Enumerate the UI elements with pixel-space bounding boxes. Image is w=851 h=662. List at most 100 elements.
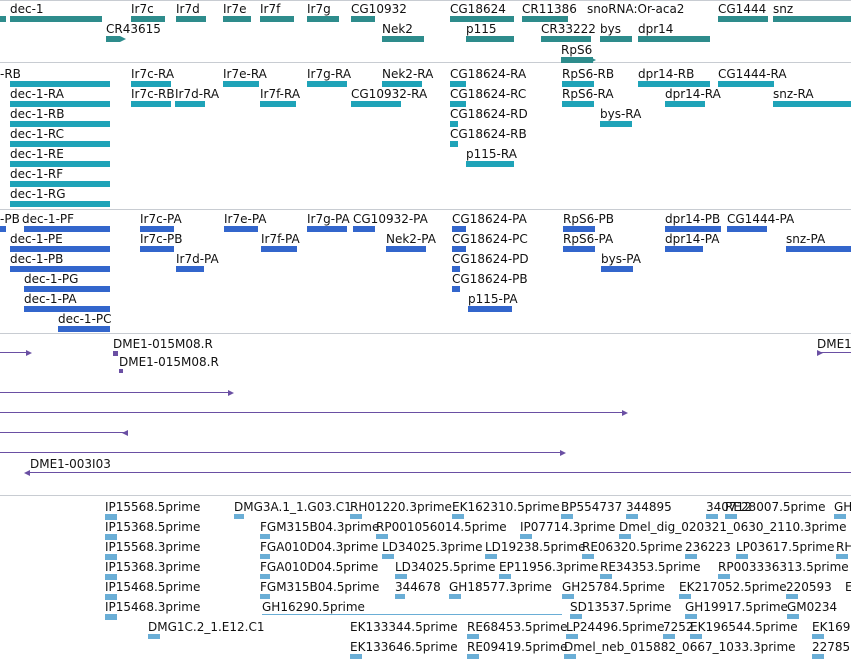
protein-feature-label-dec-1-pb[interactable]: dec-1-PB [10, 252, 64, 266]
gene-feature-glyph[interactable] [260, 16, 294, 22]
est-feature-label-rp003336313-5prime[interactable]: RP003336313.5prime [718, 560, 849, 574]
gene-feature-glyph[interactable] [351, 16, 375, 22]
protein-feature-label-snz-pa[interactable]: snz-PA [786, 232, 826, 246]
rna-feature-glyph[interactable] [450, 121, 458, 127]
protein-feature-label-ir7f-pa[interactable]: Ir7f-PA [261, 232, 300, 246]
rna-feature-label-cg18624-rd[interactable]: CG18624-RD [450, 107, 528, 121]
protein-feature-glyph[interactable] [24, 286, 110, 292]
rna-feature-glyph[interactable] [175, 101, 205, 107]
gene-feature-glyph[interactable] [382, 36, 424, 42]
protein-feature-glyph[interactable] [452, 226, 466, 232]
rna-feature-label-cg18624-rc[interactable]: CG18624-RC [450, 87, 527, 101]
est-feature-label-ip15368-3prime[interactable]: IP15368.3prime [105, 560, 201, 574]
rna-feature-glyph[interactable] [382, 81, 422, 87]
est-feature-glyph[interactable] [718, 574, 730, 579]
est-feature-label-ek133646-5prime[interactable]: EK133646.5prime [350, 640, 458, 654]
est-feature-glyph[interactable] [260, 574, 270, 579]
protein-feature-glyph[interactable] [563, 226, 595, 232]
rna-feature-label-ir7f-ra[interactable]: Ir7f-RA [260, 87, 301, 101]
gene-feature-label-rps6[interactable]: RpS6 [561, 43, 593, 57]
est-feature-label-gh[interactable]: GH [834, 500, 851, 514]
clone-feature-glyph[interactable] [113, 351, 118, 356]
gene-feature-glyph[interactable] [176, 16, 206, 22]
rna-feature-label-cg18624-rb[interactable]: CG18624-RB [450, 127, 527, 141]
est-feature-glyph[interactable] [679, 594, 691, 599]
clone-feature-glyph[interactable] [30, 472, 851, 473]
est-feature-label-236223[interactable]: 236223 [685, 540, 731, 554]
protein-feature-glyph[interactable] [224, 226, 258, 232]
protein-feature-label-cg18624-pd[interactable]: CG18624-PD [452, 252, 529, 266]
protein-feature-glyph[interactable] [176, 266, 204, 272]
rna-feature-label-dec-1-rf[interactable]: dec-1-RF [10, 167, 64, 181]
clone-feature-glyph[interactable] [817, 352, 851, 353]
rna-feature-label-nek2-ra[interactable]: Nek2-RA [382, 67, 434, 81]
est-feature-glyph[interactable] [260, 594, 270, 599]
gene-feature-label-snorna-or-aca2[interactable]: snoRNA:Or-aca2 [587, 2, 685, 16]
protein-feature-label-ir7c-pb[interactable]: Ir7c-PB [140, 232, 183, 246]
est-feature-label-gh25784-5prime[interactable]: GH25784.5prime [562, 580, 665, 594]
est-feature-glyph[interactable] [449, 594, 461, 599]
protein-feature-glyph[interactable] [452, 246, 466, 252]
protein-feature-label-ir7c-pa[interactable]: Ir7c-PA [140, 212, 182, 226]
protein-feature-label-cg18624-pb[interactable]: CG18624-PB [452, 272, 528, 286]
rna-feature-label-dec-1-rg[interactable]: dec-1-RG [10, 187, 66, 201]
rna-feature-label-ir7c-ra[interactable]: Ir7c-RA [131, 67, 175, 81]
est-feature-glyph[interactable] [350, 514, 362, 519]
protein-feature-glyph[interactable] [665, 226, 721, 232]
protein-feature-glyph[interactable] [261, 246, 297, 252]
rna-feature-glyph[interactable] [351, 101, 401, 107]
est-feature-label-220593[interactable]: 220593 [786, 580, 832, 594]
est-feature-label-fgm315b04-3prime[interactable]: FGM315B04.3prime [260, 520, 380, 534]
rna-feature-label-ir7e-ra[interactable]: Ir7e-RA [223, 67, 267, 81]
est-feature-glyph[interactable] [376, 534, 388, 539]
protein-feature-label-cg18624-pc[interactable]: CG18624-PC [452, 232, 528, 246]
est-feature-label-rh01220-3prime[interactable]: RH01220.3prime [350, 500, 452, 514]
est-feature-label-ld19238-5prime[interactable]: LD19238.5prime [485, 540, 586, 554]
est-feature-glyph[interactable] [260, 534, 270, 539]
protein-feature-glyph[interactable] [24, 306, 110, 312]
est-feature-glyph[interactable] [105, 614, 117, 620]
rna-feature-glyph[interactable] [600, 121, 632, 127]
rna-feature-label-dpr14-ra[interactable]: dpr14-RA [665, 87, 721, 101]
est-feature-glyph[interactable] [105, 514, 117, 520]
rna-feature-label-dec-1-re[interactable]: dec-1-RE [10, 147, 64, 161]
clone-feature-glyph[interactable] [0, 432, 128, 433]
est-feature-glyph[interactable] [706, 514, 718, 519]
est-feature-label-lp24496-5prime[interactable]: LP24496.5prime [566, 620, 665, 634]
gene-feature-label-ir7c[interactable]: Ir7c [131, 2, 154, 16]
est-feature-label-re06320-5prime[interactable]: RE06320.5prime [582, 540, 683, 554]
protein-feature-glyph[interactable] [386, 246, 426, 252]
gene-feature-glyph[interactable] [307, 16, 339, 22]
rna-feature-glyph[interactable] [10, 141, 110, 147]
est-feature-glyph[interactable] [690, 634, 702, 639]
est-feature-glyph[interactable] [105, 534, 117, 540]
est-feature-label-7252[interactable]: 7252 [663, 620, 694, 634]
rna-feature-glyph[interactable] [466, 161, 514, 167]
est-feature-glyph[interactable] [350, 654, 362, 659]
est-feature-label-344678[interactable]: 344678 [395, 580, 441, 594]
est-feature-label-re34353-5prime[interactable]: RE34353.5prime [600, 560, 701, 574]
est-feature-label-re68453-5prime[interactable]: RE68453.5prime [467, 620, 568, 634]
est-feature-glyph[interactable] [382, 554, 394, 559]
est-feature-glyph[interactable] [619, 534, 631, 539]
protein-feature-label-pb[interactable]: -PB [0, 212, 20, 226]
gene-feature-glyph[interactable] [561, 57, 593, 63]
rna-feature-glyph[interactable] [260, 101, 296, 107]
gene-feature-label-cg18624[interactable]: CG18624 [450, 2, 506, 16]
gene-feature-label-cg1444[interactable]: CG1444 [718, 2, 767, 16]
est-feature-label-ld34025-5prime[interactable]: LD34025.5prime [395, 560, 496, 574]
protein-feature-label-dpr14-pb[interactable]: dpr14-PB [665, 212, 721, 226]
protein-feature-label-dec-1-pc[interactable]: dec-1-PC [58, 312, 112, 326]
gene-feature-label-ir7g[interactable]: Ir7g [307, 2, 331, 16]
est-feature-glyph[interactable] [787, 614, 799, 619]
rna-feature-label-dpr14-rb[interactable]: dpr14-RB [638, 67, 695, 81]
est-feature-label-sd13537-5prime[interactable]: SD13537.5prime [570, 600, 672, 614]
rna-feature-glyph[interactable] [450, 81, 466, 87]
gene-feature-label-snz[interactable]: snz [773, 2, 794, 16]
est-feature-glyph[interactable] [626, 514, 638, 519]
gene-feature-glyph[interactable] [106, 36, 120, 42]
gene-feature-label-bys[interactable]: bys [600, 22, 621, 36]
est-feature-glyph[interactable] [736, 554, 748, 559]
est-feature-glyph[interactable] [467, 634, 479, 639]
gene-feature-glyph[interactable] [10, 16, 102, 22]
